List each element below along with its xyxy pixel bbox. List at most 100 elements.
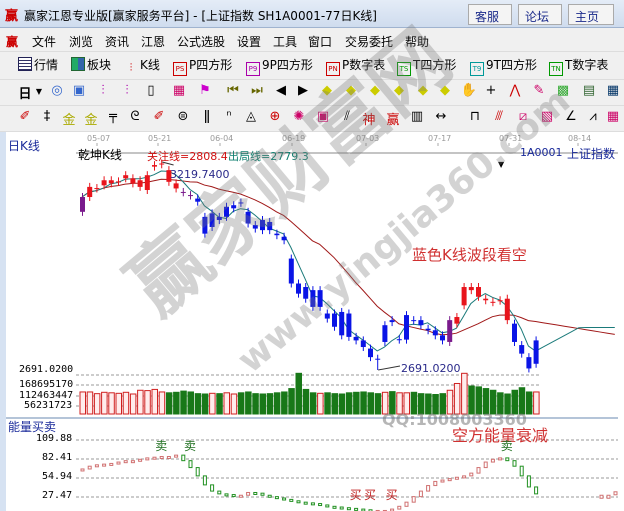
gann-grid-icon[interactable]: ▧ <box>540 109 554 124</box>
volume-bar <box>446 389 454 415</box>
gold2-icon[interactable]: 金 <box>84 113 98 128</box>
spiral-icon[interactable]: ᘓ <box>130 109 140 124</box>
eraser-icon[interactable]: ✐ <box>153 109 165 124</box>
left-icon[interactable]: ◀ <box>276 83 286 98</box>
menu-settings[interactable]: 设置 <box>237 35 262 49</box>
tool-t-square[interactable]: TS T四方形 <box>397 56 456 76</box>
volume-bar <box>137 389 144 415</box>
target-icon[interactable]: ⊕ <box>269 109 281 124</box>
candle-type-icon[interactable]: ▯ <box>147 83 155 98</box>
tool-9p-square-label: 9P四方形 <box>262 58 313 72</box>
pen-icon[interactable]: ✐ <box>19 109 31 124</box>
n2-icon[interactable]: ⁿ <box>226 109 232 124</box>
ts-icon: TS <box>397 62 411 76</box>
note-icon[interactable]: ✎ <box>533 83 545 98</box>
wave-icon[interactable]: ⩘ <box>589 109 597 124</box>
calendar-icon[interactable]: ▤ <box>582 83 596 98</box>
ying-icon[interactable]: 赢 <box>386 113 400 128</box>
zoom-out-icon[interactable]: ◆ <box>370 83 380 98</box>
tool-sectors[interactable]: 板块 <box>71 56 111 73</box>
ruler-icon[interactable]: ▥ <box>410 109 424 124</box>
calc-grid-icon[interactable]: ▩ <box>556 83 570 98</box>
crosshair-icon[interactable]: + <box>485 83 497 98</box>
energy-bar <box>390 508 395 511</box>
volume-bar <box>396 392 403 415</box>
box-icon[interactable]: ⊓ <box>469 109 481 124</box>
cycle-icon[interactable]: ◎ <box>51 83 63 98</box>
star-icon[interactable]: ✺ <box>293 109 305 124</box>
customer-service-button[interactable]: 客服 <box>468 4 512 25</box>
homepage-button[interactable]: 主页 <box>568 4 614 25</box>
toolbar-drawing: ✐ ‡ 金 金 ╤ ᘓ ✐ ⊜ ǁ ⁿ ◬ ⊕ ✺ ▣ ⫽ 神 赢 ▥ ↔ ⊓ … <box>0 106 624 132</box>
candle <box>238 202 244 204</box>
chart-9-icon[interactable]: ⫶ <box>125 83 129 98</box>
right-icon[interactable]: ▶ <box>298 83 308 98</box>
grid-icon[interactable]: ▦ <box>606 109 620 124</box>
menu-tools[interactable]: 工具 <box>273 35 298 49</box>
gold-icon[interactable]: 金 <box>62 113 76 128</box>
chart-3-icon[interactable]: ⫶ <box>101 83 105 98</box>
window-title: 赢家江恩专业版[赢家服务平台] - [上证指数 SH1A0001-77日K线] <box>24 9 377 23</box>
hand-icon[interactable]: ✋ <box>460 83 478 98</box>
cycle-lines-icon[interactable]: ǁ <box>203 109 211 124</box>
menu-formula-select[interactable]: 公式选股 <box>177 35 226 49</box>
angle-line-icon[interactable]: ∠ <box>565 109 577 124</box>
menu-gann[interactable]: 江恩 <box>141 35 166 49</box>
shift-left-icon[interactable]: ◆ <box>322 83 332 98</box>
menu-window[interactable]: 窗口 <box>308 35 333 49</box>
chart-area[interactable] <box>0 132 624 511</box>
buy-signal: 买 <box>364 488 377 502</box>
gann-box-icon[interactable]: ⧄ <box>518 109 528 124</box>
kline-icon: ⫶ <box>129 61 133 74</box>
tool-kline[interactable]: ⫶ K线 <box>124 56 160 76</box>
chevron-down-icon[interactable]: ▼ <box>35 87 43 96</box>
energy-bar <box>534 486 539 495</box>
menu-trade[interactable]: 交易委托 <box>345 35 394 49</box>
menu-file[interactable]: 文件 <box>32 35 57 49</box>
line-draw-icon[interactable]: ⋀ <box>509 83 521 98</box>
ratio-icon[interactable]: ▦ <box>172 83 186 98</box>
period-select[interactable]: 日 <box>18 87 32 102</box>
candle <box>346 313 352 337</box>
menu-help[interactable]: 帮助 <box>405 35 430 49</box>
shift-right-icon[interactable]: ◆ <box>346 83 356 98</box>
measure-icon[interactable]: ↔ <box>435 109 447 124</box>
first-icon[interactable]: ⏮ <box>227 83 239 98</box>
menu-news[interactable]: 资讯 <box>105 35 130 49</box>
parallel-lines-icon[interactable]: ‡ <box>43 109 51 124</box>
zoom-in-icon[interactable]: ◆ <box>394 83 404 98</box>
gann-fan-icon[interactable]: ⫻ <box>495 109 503 124</box>
fib-icon[interactable]: ╤ <box>109 109 117 124</box>
square-icon[interactable]: ▣ <box>316 109 330 124</box>
tool-p-number[interactable]: PN P数字表 <box>326 56 385 76</box>
tool-9t-square[interactable]: T9 9T四方形 <box>470 56 537 76</box>
compress-icon[interactable]: ◆ <box>440 83 450 98</box>
last-icon[interactable]: ⏭ <box>251 83 263 98</box>
candle <box>461 287 467 306</box>
angle-icon[interactable]: ◬ <box>246 109 256 124</box>
menu-browse[interactable]: 浏览 <box>69 35 94 49</box>
energy-bar <box>109 462 114 466</box>
candle <box>432 330 438 336</box>
calculator-icon[interactable]: ▦ <box>606 83 620 98</box>
energy-tick: 27.47 <box>42 490 73 501</box>
tool-p-square[interactable]: PS P四方形 <box>173 56 232 76</box>
volume-bar <box>187 391 194 415</box>
flag-icon[interactable]: ⚑ <box>199 83 211 98</box>
volume-tick: 56231723 <box>24 400 73 411</box>
tool-t-number[interactable]: TN T数字表 <box>549 56 608 76</box>
tool-quotes[interactable]: 行情 <box>18 56 58 73</box>
forum-button[interactable]: 论坛 <box>518 4 562 25</box>
energy-bar <box>325 504 330 508</box>
sell-signal: 卖 <box>155 439 168 453</box>
circle-grid-icon[interactable]: ⊜ <box>177 109 189 124</box>
tool-9p-square[interactable]: P9 9P四方形 <box>246 56 313 76</box>
candle <box>188 195 193 197</box>
volume-tick: 112463447 <box>19 390 74 401</box>
self-select-icon[interactable]: ▣ <box>72 83 86 98</box>
candle <box>144 175 150 191</box>
shen-icon[interactable]: 神 <box>362 113 376 128</box>
expand-icon[interactable]: ◆ <box>418 83 428 98</box>
fan-icon[interactable]: ⫽ <box>344 109 350 124</box>
